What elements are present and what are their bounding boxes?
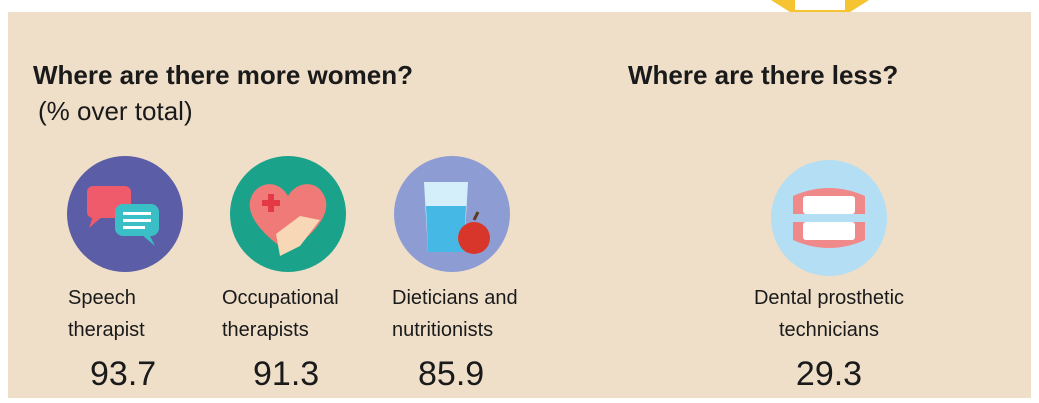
food-icon	[394, 156, 510, 272]
title: Where are there more women?	[33, 60, 413, 90]
item-value: 85.9	[418, 355, 485, 393]
item-label: Dieticians and nutritionists	[392, 287, 518, 341]
item-label: Occupational therapists	[222, 287, 339, 341]
heart-icon	[230, 156, 346, 272]
subtitle: (% over total)	[38, 96, 193, 126]
speech-icon	[67, 156, 183, 272]
teeth-icon	[771, 160, 887, 276]
item-label: Dental prosthetic technicians	[753, 287, 905, 341]
top-icon	[770, 0, 870, 12]
title: Where are there less?	[628, 60, 899, 90]
item-value: 93.7	[90, 355, 157, 393]
item-value: 91.3	[253, 355, 320, 393]
item-label: Speech therapist	[68, 287, 145, 341]
item-value: 29.3	[795, 355, 863, 393]
